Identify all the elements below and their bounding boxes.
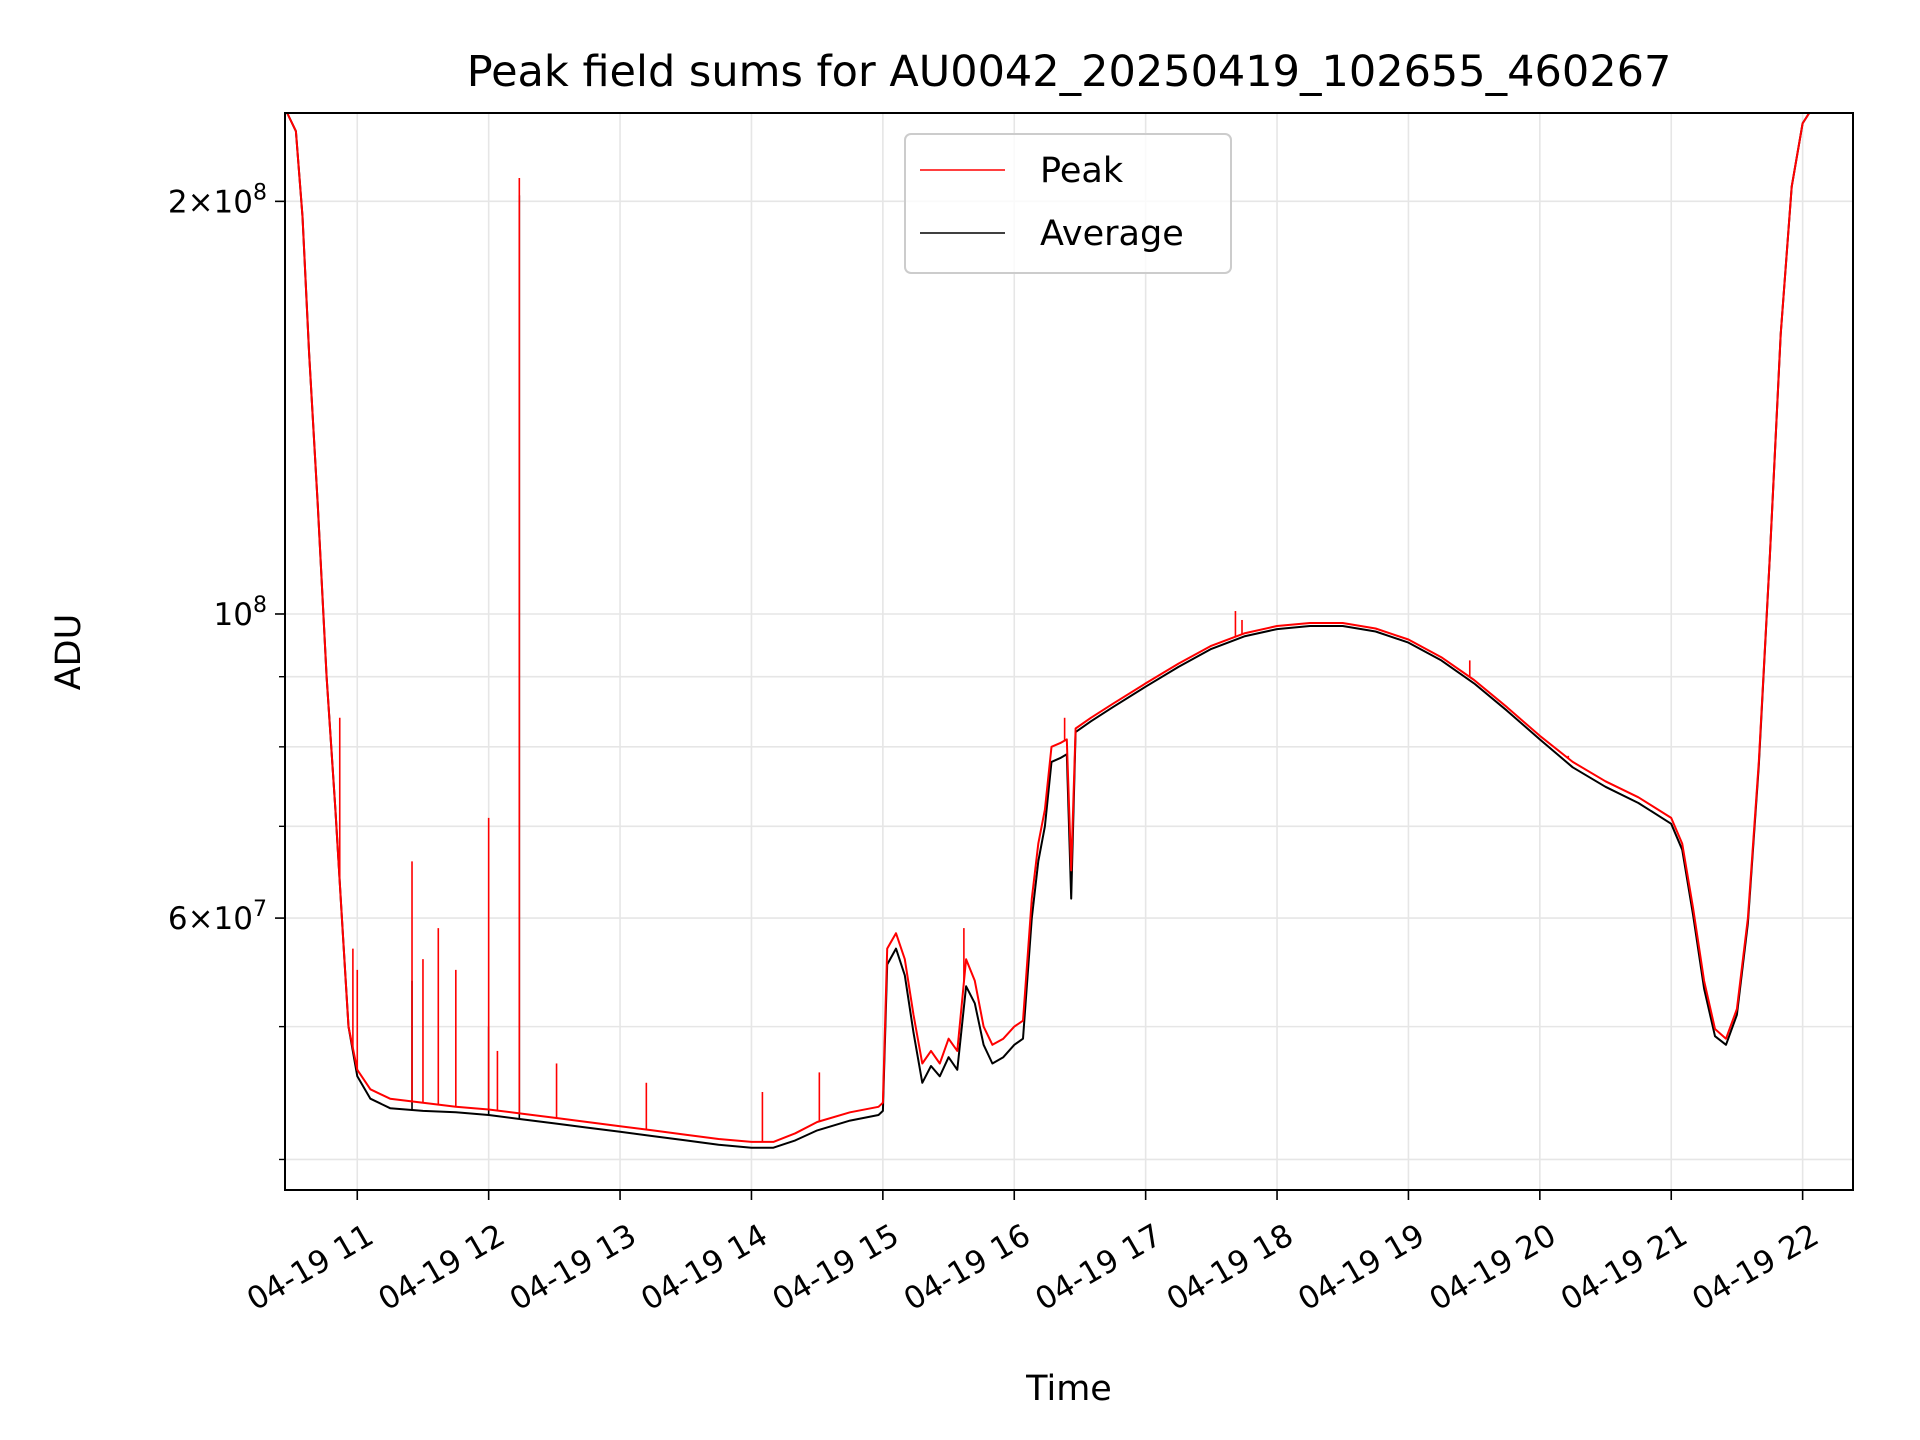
- x-axis-label: Time: [1025, 1369, 1112, 1409]
- x-tick-label: 04-19 22: [1686, 1217, 1825, 1318]
- chart-title: Peak field sums for AU0042_20250419_1026…: [467, 47, 1672, 97]
- series-layer: [286, 112, 1811, 1149]
- y-tick-label: 2×108: [168, 180, 267, 220]
- x-tick-label: 04-19 12: [372, 1217, 511, 1318]
- y-axis-ticks: 6×107 108 2×108: [168, 180, 285, 1161]
- x-tick-label: 04-19 16: [898, 1217, 1037, 1318]
- x-tick-label: 04-19 20: [1424, 1217, 1563, 1318]
- x-tick-label: 04-19 13: [504, 1217, 643, 1318]
- legend: Peak Average: [904, 133, 1232, 274]
- grid-lines: [285, 113, 1853, 1190]
- y-tick-label: 6×107: [168, 897, 267, 937]
- y-axis-label: ADU: [49, 614, 89, 691]
- y-tick-label: 108: [214, 593, 267, 633]
- x-tick-label: 04-19 18: [1161, 1217, 1300, 1318]
- x-tick-label: 04-19 15: [767, 1217, 906, 1318]
- x-tick-label: 04-19 14: [635, 1217, 774, 1318]
- x-tick-label: 04-19 11: [241, 1217, 380, 1318]
- legend-label-average: Average: [1040, 214, 1184, 254]
- series-peak: [286, 112, 1811, 1143]
- x-tick-label: 04-19 17: [1029, 1217, 1168, 1318]
- legend-box: [904, 133, 1232, 274]
- plot-frame: [284, 112, 1854, 1191]
- x-tick-label: 04-19 19: [1292, 1217, 1431, 1318]
- x-tick-label: 04-19 21: [1555, 1217, 1694, 1318]
- legend-label-peak: Peak: [1040, 151, 1124, 191]
